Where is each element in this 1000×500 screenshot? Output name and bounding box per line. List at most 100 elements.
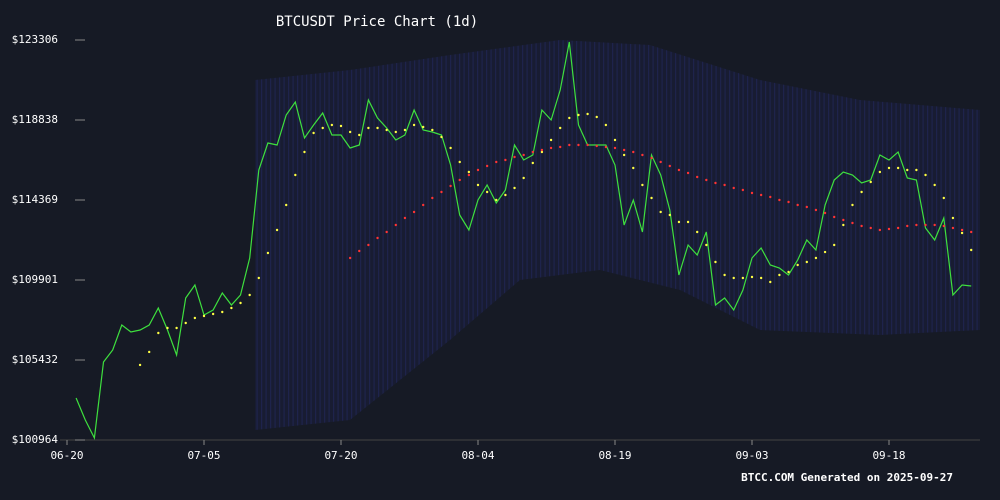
ma-dot <box>559 145 562 149</box>
ma-dot <box>650 196 653 200</box>
ma-dot <box>440 135 443 139</box>
ma-dot <box>896 166 900 170</box>
ma-dot <box>659 160 662 164</box>
ma-dot <box>485 164 489 168</box>
ma-dot <box>741 188 745 192</box>
ma-dot <box>933 223 936 227</box>
y-tick-label: $105432 <box>12 353 58 366</box>
ma-dot <box>842 223 845 227</box>
ma-dot <box>696 230 699 234</box>
ma-dot <box>376 236 379 240</box>
ma-dot <box>513 186 516 190</box>
ma-dot <box>604 145 608 149</box>
ma-dot <box>951 226 955 230</box>
ma-dot <box>412 210 416 214</box>
ma-dot <box>759 276 763 280</box>
chart-title: BTCUSDT Price Chart (1d) <box>276 14 478 30</box>
ma-dot <box>659 210 662 214</box>
ma-dot <box>805 205 808 209</box>
ma-dot <box>823 211 827 215</box>
ma-dot <box>239 301 242 305</box>
ma-dot <box>449 184 452 188</box>
ma-dot <box>166 326 169 330</box>
ma-dot <box>887 227 891 231</box>
ma-dot <box>367 243 370 247</box>
ma-dot <box>915 223 918 227</box>
ma-dot <box>851 221 854 225</box>
ma-dot <box>504 158 507 162</box>
ma-dot <box>367 126 370 130</box>
ma-dot <box>778 198 781 202</box>
ma-dot <box>924 173 927 177</box>
ma-dot <box>750 275 754 279</box>
ma-dot <box>604 123 608 127</box>
ma-dot <box>294 173 297 177</box>
ma-dot <box>431 128 434 132</box>
ma-dot <box>586 143 589 147</box>
ma-dot <box>394 223 397 227</box>
x-tick-label: 07-20 <box>324 449 357 462</box>
ma-dot <box>485 190 489 194</box>
ma-dot <box>595 115 598 119</box>
ma-dot <box>394 130 397 134</box>
ma-dot <box>248 293 251 297</box>
ma-dot <box>458 160 461 164</box>
ma-dot <box>221 310 224 314</box>
x-tick-label: 09-03 <box>735 449 768 462</box>
ma-dot <box>970 248 973 252</box>
ma-dot <box>422 125 425 129</box>
y-tick-label: $109901 <box>12 273 58 286</box>
ma-dot <box>495 198 498 202</box>
ma-dot <box>531 161 534 165</box>
ma-dot <box>275 228 279 232</box>
ma-dot <box>148 350 151 354</box>
ma-dot <box>577 143 580 147</box>
ma-dot <box>467 170 471 174</box>
ma-dot <box>632 150 635 154</box>
ma-dot <box>951 216 955 220</box>
ma-dot <box>860 224 863 228</box>
ma-dot <box>705 243 708 247</box>
ma-dot <box>403 216 407 220</box>
ma-dot <box>613 146 617 150</box>
ma-dot <box>449 146 452 150</box>
x-tick-label: 07-05 <box>187 449 220 462</box>
ma-dot <box>622 148 626 152</box>
ma-dot <box>677 220 681 224</box>
ma-dot <box>358 249 361 253</box>
ma-dot <box>668 213 671 217</box>
ma-dot <box>851 203 854 207</box>
ma-dot <box>906 168 909 172</box>
ma-dot <box>632 166 635 170</box>
ma-dot <box>303 150 306 154</box>
ma-dot <box>431 196 434 200</box>
ma-dot <box>531 150 534 154</box>
footer: BTCC.COM Generated on 2025-09-27 <box>741 471 953 484</box>
ma-dot <box>732 186 735 190</box>
price-line <box>75 41 972 441</box>
ma-dot <box>778 273 781 277</box>
ma-dot <box>549 146 553 150</box>
ma-dot <box>257 276 260 280</box>
ma-dot <box>686 171 690 175</box>
ma-dot <box>686 220 690 224</box>
ma-dot <box>869 180 872 184</box>
ma-dot <box>970 230 973 234</box>
x-tick-label: 06-20 <box>50 449 83 462</box>
ma-dot <box>595 144 598 148</box>
ma-dot <box>504 193 507 197</box>
ma-dot <box>860 190 863 194</box>
ma-dot <box>796 203 799 207</box>
ma-dot <box>330 123 334 127</box>
ma-dot <box>522 153 525 157</box>
ma-dot <box>723 183 726 187</box>
y-tick-label: $118838 <box>12 113 58 126</box>
ma-dot <box>230 306 233 310</box>
y-tick-label: $123306 <box>12 33 58 46</box>
ma-dot <box>960 231 964 235</box>
ma-dot <box>412 123 416 127</box>
ma-dot <box>787 270 790 274</box>
ma-dot <box>750 191 754 195</box>
ma-dot <box>732 276 735 280</box>
ma-dot <box>458 178 461 182</box>
